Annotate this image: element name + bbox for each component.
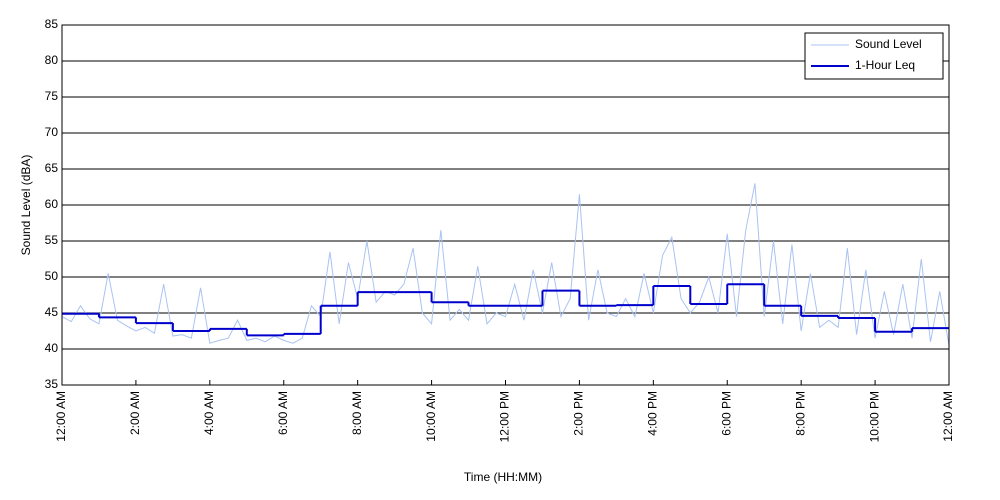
y-tick-label: 50 xyxy=(45,269,59,283)
x-tick-label: 4:00 AM xyxy=(202,391,216,435)
x-tick-label: 12:00 PM xyxy=(498,391,512,442)
y-tick-label: 40 xyxy=(45,341,59,355)
x-tick-label: 6:00 PM xyxy=(719,391,733,436)
y-tick-label: 35 xyxy=(45,377,59,391)
legend-box xyxy=(804,32,944,80)
y-tick-label: 60 xyxy=(45,197,59,211)
x-tick-label: 8:00 AM xyxy=(350,391,364,435)
x-tick-label: 2:00 PM xyxy=(572,391,586,436)
x-tick-label: 10:00 PM xyxy=(867,391,881,442)
y-tick-label: 75 xyxy=(45,89,59,103)
x-tick-label: 2:00 AM xyxy=(128,391,142,435)
y-tick-label: 70 xyxy=(45,125,59,139)
y-tick-label: 80 xyxy=(45,53,59,67)
y-axis-title: Sound Level (dBA) xyxy=(19,155,33,256)
plot-frame xyxy=(61,24,950,386)
y-tick-label: 65 xyxy=(45,161,59,175)
x-axis-title: Time (HH:MM) xyxy=(464,470,542,484)
series-line xyxy=(61,183,950,346)
y-tick-label: 85 xyxy=(45,17,59,31)
y-tick-label: 55 xyxy=(45,233,59,247)
x-tick-label: 8:00 PM xyxy=(793,391,807,436)
y-tick-label: 45 xyxy=(45,305,59,319)
x-tick-label: 12:00 AM xyxy=(941,391,955,442)
x-tick-label: 10:00 AM xyxy=(424,391,438,442)
legend-label: 1-Hour Leq xyxy=(855,58,915,72)
x-tick-label: 12:00 AM xyxy=(54,391,68,442)
legend-label: Sound Level xyxy=(855,37,922,51)
x-tick-label: 6:00 AM xyxy=(276,391,290,435)
x-tick-label: 4:00 PM xyxy=(646,391,660,436)
